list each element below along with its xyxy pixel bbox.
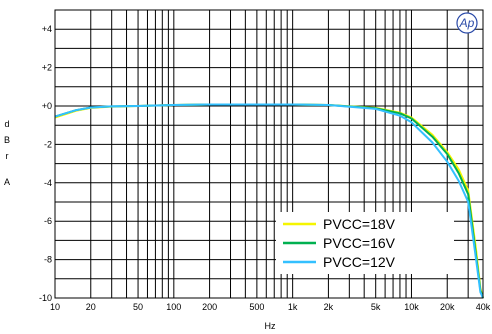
legend-label: PVCC=18V	[323, 216, 396, 232]
ap-logo-circle	[456, 12, 478, 34]
x-tick-label: 500	[249, 302, 264, 312]
y-tick-label: -2	[44, 139, 52, 149]
legend-label: PVCC=16V	[323, 235, 396, 251]
y-tick-label: -8	[44, 255, 52, 265]
x-tick-label: 20	[86, 302, 96, 312]
y-tick-label: +2	[42, 63, 52, 73]
x-tick-label: 100	[166, 302, 181, 312]
x-tick-label: 2k	[324, 302, 334, 312]
y-axis-label-char: B	[4, 135, 10, 145]
x-axis-label: Hz	[265, 321, 276, 331]
y-tick-label: -6	[44, 216, 52, 226]
series-line	[54, 103, 484, 299]
x-tick-label: 20k	[440, 302, 455, 312]
y-tick-label: +0	[42, 101, 52, 111]
plot-frame	[54, 9, 484, 299]
ap-logo: Ap	[456, 12, 478, 34]
x-tick-label: 5k	[371, 302, 381, 312]
legend-label: PVCC=12V	[323, 254, 396, 270]
y-tick-label: -10	[39, 293, 52, 303]
series-lines	[54, 103, 484, 299]
x-tick-label: 10	[50, 302, 60, 312]
legend: PVCC=18V PVCC=16V PVCC=12V	[276, 212, 454, 274]
x-tick-label: 40k	[476, 302, 491, 312]
x-tick-label: 50	[133, 302, 143, 312]
y-tick-label: +4	[42, 24, 52, 34]
x-tick-label: 200	[202, 302, 217, 312]
tick-labels: 10 20 50 100 200 500 1k 2k 5k 10k 20k 40k +4 +2 +0 -2 -4…	[39, 24, 491, 312]
y-axis-label-char: d	[4, 119, 9, 129]
y-axis-label-char: r	[6, 151, 9, 161]
y-tick-label: -4	[44, 178, 52, 188]
y-axis-label: d B r A	[4, 119, 10, 187]
x-tick-label: 10k	[404, 302, 419, 312]
ap-logo-text: Ap	[459, 16, 475, 30]
y-axis-label-char: A	[4, 177, 10, 187]
x-tick-label: 1k	[288, 302, 298, 312]
